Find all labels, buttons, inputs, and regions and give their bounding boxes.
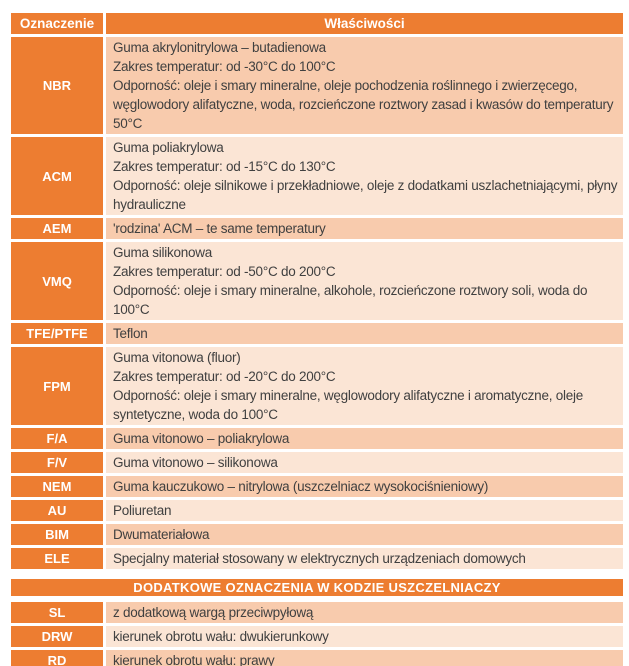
property-line: Guma poliakrylowa [113, 140, 224, 155]
code-cell: ACM [11, 137, 103, 215]
code-cell: ELE [11, 548, 103, 569]
code-cell: SL [11, 602, 103, 623]
properties-cell: z dodatkową wargą przeciwpyłową [106, 602, 623, 623]
property-line: kierunek obrotu wału: dwukierunkowy [113, 629, 329, 644]
code-cell: FPM [11, 347, 103, 425]
table-row: ELE Specjalny materiał stosowany w elekt… [11, 548, 623, 569]
code-cell: TFE/PTFE [11, 323, 103, 344]
property-line: kierunek obrotu wału: prawy [113, 653, 275, 666]
seal-codes-table: Oznaczenie Właściwości NBR Guma akryloni… [11, 13, 623, 666]
table-row: F/V Guma vitonowo – silikonowa [11, 452, 623, 473]
code-cell: AU [11, 500, 103, 521]
table-row: RD kierunek obrotu wału: prawy [11, 650, 623, 666]
property-line: Zakres temperatur: od -50°C do 200°C [113, 264, 336, 279]
table-row: ACM Guma poliakrylowa Zakres temperatur: … [11, 137, 623, 215]
table-row: SL z dodatkową wargą przeciwpyłową [11, 602, 623, 623]
additional-codes-rows: SL z dodatkową wargą przeciwpyłową DRW k… [11, 602, 623, 666]
property-line: Odporność: oleje i smary mineralne, węgl… [113, 388, 583, 422]
table-row: AU Poliuretan [11, 500, 623, 521]
table-row: AEM 'rodzina' ACM – te same temperatury [11, 218, 623, 239]
table-row: NEM Guma kauczukowo – nitrylowa (uszczel… [11, 476, 623, 497]
property-line: Guma akrylonitrylowa – butadienowa [113, 40, 326, 55]
table-row: F/A Guma vitonowo – poliakrylowa [11, 428, 623, 449]
property-line: Teflon [113, 326, 148, 341]
property-line: Zakres temperatur: od -30°C do 100°C [113, 59, 336, 74]
table-row: VMQ Guma silikonowa Zakres temperatur: od… [11, 242, 623, 320]
property-line: Guma kauczukowo – nitrylowa (uszczelniac… [113, 479, 489, 494]
code-cell: F/A [11, 428, 103, 449]
property-line: Dwumateriałowa [113, 527, 210, 542]
property-line: Odporność: oleje i smary mineralne, alko… [113, 283, 588, 317]
code-cell: BIM [11, 524, 103, 545]
properties-cell: kierunek obrotu wału: prawy [106, 650, 623, 666]
table-row: NBR Guma akrylonitrylowa – butadienowa Za… [11, 37, 623, 134]
code-cell: F/V [11, 452, 103, 473]
code-cell: AEM [11, 218, 103, 239]
properties-cell: Dwumateriałowa [106, 524, 623, 545]
materials-rows: NBR Guma akrylonitrylowa – butadienowa Za… [11, 37, 623, 569]
properties-cell: Guma kauczukowo – nitrylowa (uszczelniac… [106, 476, 623, 497]
column-header-wlasciwosci: Właściwości [106, 13, 623, 34]
property-line: Guma vitonowo – silikonowa [113, 455, 278, 470]
property-line: Guma silikonowa [113, 245, 213, 260]
property-line: Odporność: oleje i smary mineralne, olej… [113, 78, 614, 131]
property-line: Poliuretan [113, 503, 172, 518]
properties-cell: 'rodzina' ACM – te same temperatury [106, 218, 623, 239]
code-cell: DRW [11, 626, 103, 647]
additional-codes-section-title: DODATKOWE OZNACZENIA W KODZIE USZCZELNIA… [11, 579, 623, 596]
properties-cell: Guma akrylonitrylowa – butadienowa Zakres… [106, 37, 623, 134]
code-cell: NEM [11, 476, 103, 497]
property-line: Zakres temperatur: od -20°C do 200°C [113, 369, 336, 384]
table-header-row: Oznaczenie Właściwości [11, 13, 623, 34]
properties-cell: Poliuretan [106, 500, 623, 521]
property-line: Zakres temperatur: od -15°C do 130°C [113, 159, 336, 174]
properties-cell: kierunek obrotu wału: dwukierunkowy [106, 626, 623, 647]
code-cell: RD [11, 650, 103, 666]
table-row: BIM Dwumateriałowa [11, 524, 623, 545]
table-row: DRW kierunek obrotu wału: dwukierunkowy [11, 626, 623, 647]
property-line: Guma vitonowa (fluor) [113, 350, 241, 365]
code-cell: NBR [11, 37, 103, 134]
property-line: Odporność: oleje silnikowe i przekładnio… [113, 178, 618, 212]
properties-cell: Specjalny materiał stosowany w elektrycz… [106, 548, 623, 569]
property-line: z dodatkową wargą przeciwpyłową [113, 605, 314, 620]
table-row: FPM Guma vitonowa (fluor) Zakres temperat… [11, 347, 623, 425]
properties-cell: Guma silikonowa Zakres temperatur: od -50… [106, 242, 623, 320]
properties-cell: Guma vitonowo – poliakrylowa [106, 428, 623, 449]
property-line: Guma vitonowo – poliakrylowa [113, 431, 290, 446]
properties-cell: Guma vitonowa (fluor) Zakres temperatur: … [106, 347, 623, 425]
properties-cell: Guma poliakrylowa Zakres temperatur: od -… [106, 137, 623, 215]
properties-cell: Guma vitonowo – silikonowa [106, 452, 623, 473]
properties-cell: Teflon [106, 323, 623, 344]
table-row: TFE/PTFE Teflon [11, 323, 623, 344]
code-cell: VMQ [11, 242, 103, 320]
property-line: Specjalny materiał stosowany w elektrycz… [113, 551, 526, 566]
property-line: 'rodzina' ACM – te same temperatury [113, 221, 326, 236]
column-header-oznaczenie: Oznaczenie [11, 13, 103, 34]
